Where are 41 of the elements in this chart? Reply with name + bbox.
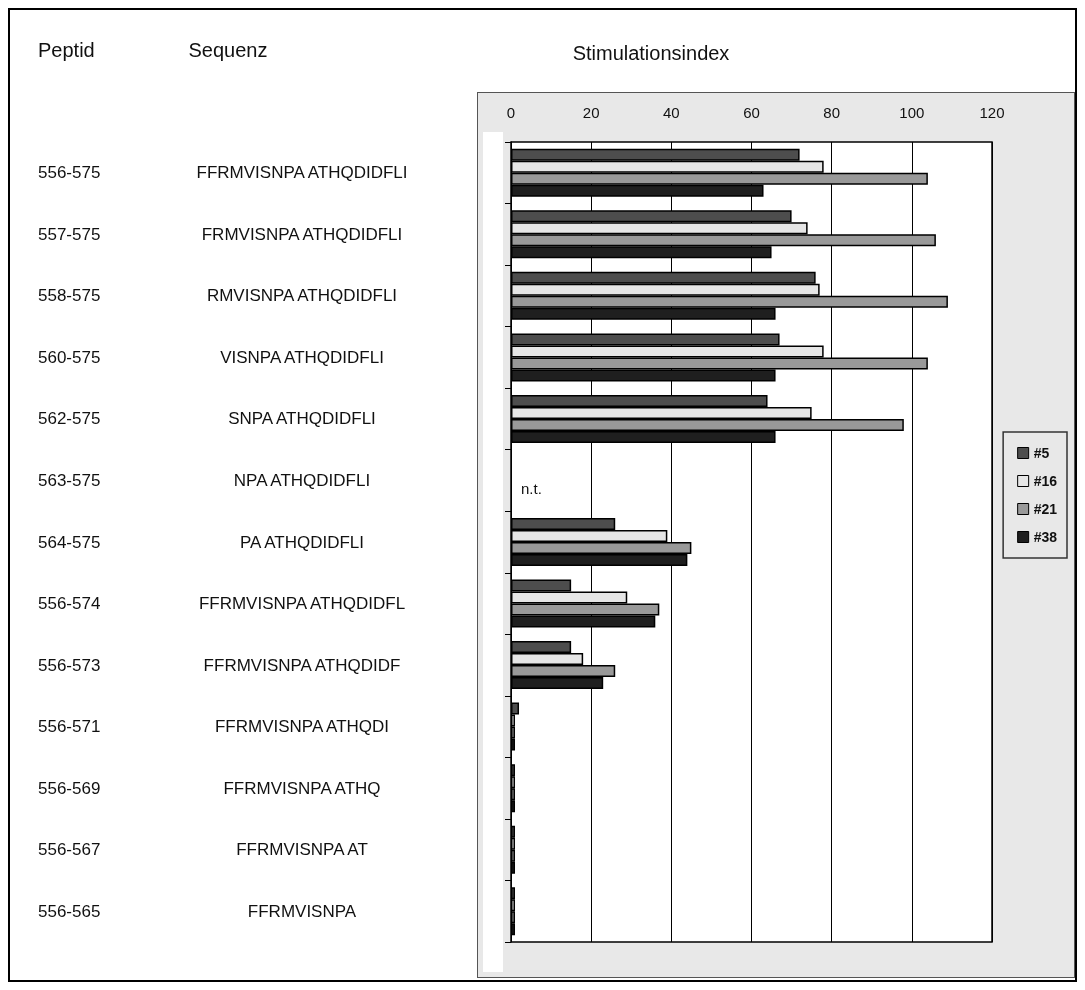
x-tick-label: 40 <box>662 104 680 121</box>
y-tick-label: RMVISNPA ATHQDIDFLI <box>206 286 398 306</box>
text: Peptid <box>38 39 95 61</box>
legend-label: #16 <box>1033 473 1058 489</box>
y-tick-label: FFRMVISNPA ATHQ <box>223 778 381 798</box>
y2-tick-label: 556-575 <box>38 163 101 183</box>
y2-tick-label: 556-565 <box>38 901 101 921</box>
y-tick-label: NPA ATHQDIDFLI <box>233 470 371 490</box>
y2-tick-label: 564-575 <box>38 532 101 552</box>
y2-tick-label: 556-569 <box>38 778 101 798</box>
y2-tick-label: 556-567 <box>38 840 101 860</box>
annotation: n.t. <box>521 479 542 497</box>
y-tick-label: FFRMVISNPA ATHQDIDF <box>203 655 401 675</box>
y-tick-label: VISNPA ATHQDIDFLI <box>220 347 384 367</box>
legend-label: #21 <box>1033 501 1058 517</box>
legend-label: #38 <box>1033 529 1058 545</box>
x-tick-label: 0 <box>506 104 516 121</box>
x-tick-label: 80 <box>823 104 841 121</box>
y-tick-label: FRMVISNPA ATHQDIDFLI <box>201 224 403 244</box>
x-tick-label: 100 <box>899 104 925 121</box>
y2-tick-label: 562-575 <box>38 409 101 429</box>
x-tick-label: 120 <box>979 104 1005 121</box>
y-tick-label: FFRMVISNPA <box>247 901 357 921</box>
x-tick-label: 20 <box>582 104 600 121</box>
y2-tick-label: 558-575 <box>38 286 101 306</box>
y-tick-label: FFRMVISNPA ATHQDI <box>214 717 390 737</box>
y2-tick-label: 556-574 <box>38 594 101 614</box>
y-tick-label: SNPA ATHQDIDFLI <box>228 409 376 429</box>
y2-tick-label: 563-575 <box>38 470 101 490</box>
y2-tick-label: 556-573 <box>38 655 101 675</box>
y-tick-label: FFRMVISNPA ATHQDIDFL <box>198 594 406 614</box>
x-tick-label: 60 <box>743 104 760 121</box>
text: Sequenz <box>188 39 268 61</box>
y2-tick-label: 556-571 <box>38 717 101 737</box>
y-tick-label: PA ATHQDIDFLI <box>239 532 365 552</box>
y2-tick-label: 557-575 <box>38 224 101 244</box>
legend-label: #5 <box>1033 445 1050 461</box>
y-tick-label: FFRMVISNPA ATHQDIDFLI <box>196 163 408 183</box>
chart-title: Stimulationsindex <box>572 42 730 64</box>
y-tick-label: FFRMVISNPA AT <box>236 840 368 860</box>
y2-tick-label: 560-575 <box>38 347 101 367</box>
